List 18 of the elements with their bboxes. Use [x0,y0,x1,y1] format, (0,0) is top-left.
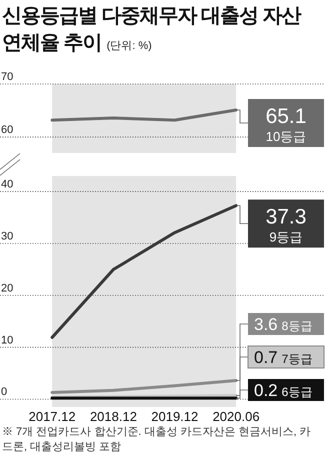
y-tick-label: 70 [1,71,14,83]
data-label: 0.7 [254,348,278,367]
y-tick-label: 20 [1,282,14,294]
x-tick-label: 2017.12 [28,409,76,424]
data-label: 37.3 [266,206,306,229]
x-tick-label: 2019.12 [151,409,198,424]
data-label: 0.2 [254,381,278,400]
y-tick-label: 10 [1,334,14,346]
y-tick-label: 60 [1,124,14,136]
data-label: 65.1 [266,105,306,128]
y-tick-label: 40 [1,178,14,191]
x-tick-label: 2020.06 [212,409,260,424]
data-label: 3.6 [254,315,278,334]
y-tick-label: 0 [1,386,8,398]
text: ※ 7개 전업카드사 합산기준. 대출성 카드자산은 현금서비스, 카드론, 대출성리볼빙 포함 [2,425,312,455]
x-tick-label: 2018.12 [90,409,137,424]
y-tick-label: 30 [1,230,14,242]
title: 신용등급별 다중채무자 대출성 자산 연체율 추이 (단위: %) [2,5,301,54]
